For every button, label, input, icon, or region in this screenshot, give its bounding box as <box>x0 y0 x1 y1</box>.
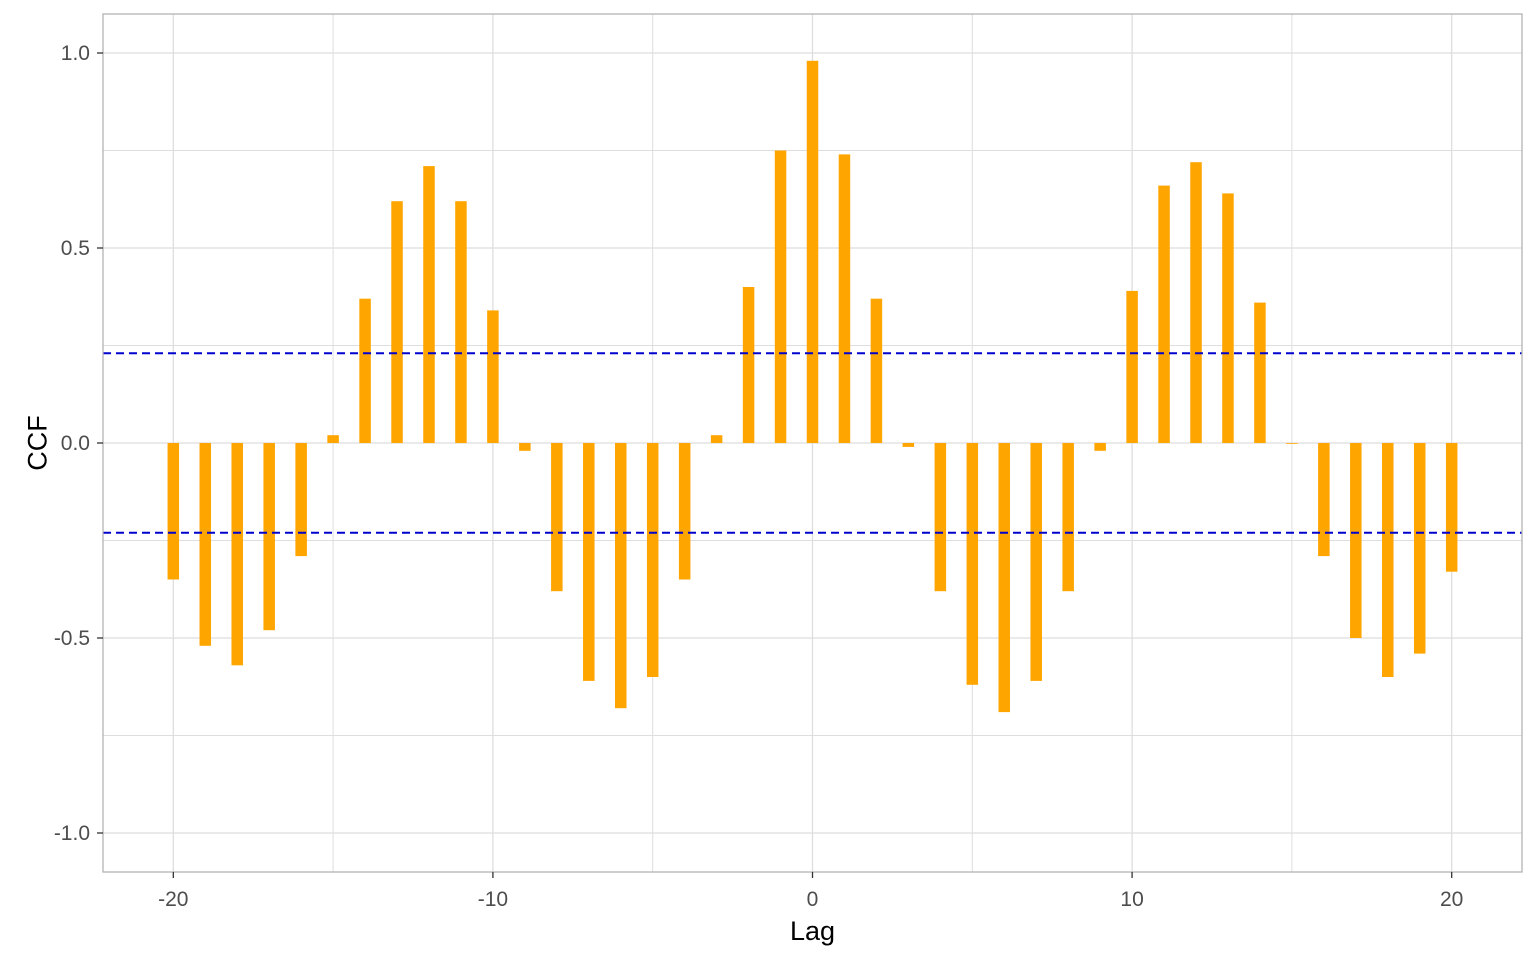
ccf-bar <box>583 443 595 681</box>
confidence-bounds <box>103 352 1522 534</box>
ccf-bar <box>1445 443 1458 572</box>
ccf-bar <box>646 443 659 677</box>
ccf-bar <box>231 443 243 666</box>
ccf-bar <box>551 443 563 592</box>
ccf-bar <box>519 443 531 451</box>
ccf-bar <box>167 443 180 580</box>
x-tick-label: 20 <box>1440 888 1463 911</box>
ccf-bar <box>838 154 851 443</box>
ccf-bar <box>423 166 435 443</box>
ccf-bar <box>1222 193 1234 443</box>
ccf-bars <box>167 60 1458 713</box>
ccf-bar <box>1318 443 1330 557</box>
ccf-bar <box>806 60 819 444</box>
ccf-bar <box>1190 162 1202 443</box>
ccf-bar <box>391 201 403 443</box>
x-axis-ticks: -20 -10 0 10 20 <box>158 872 1463 911</box>
ccf-bar <box>1030 443 1042 681</box>
ccf-bar <box>1062 443 1074 592</box>
ccf-bar <box>774 150 787 443</box>
y-tick-label: 0.5 <box>61 237 90 260</box>
ccf-bar <box>1413 443 1426 654</box>
ccf-bar <box>455 201 467 443</box>
y-axis-title: CCF <box>22 415 52 471</box>
ccf-bar <box>1350 443 1362 638</box>
x-tick-label: 10 <box>1120 888 1143 911</box>
ccf-bar <box>934 443 947 592</box>
ccf-bar <box>359 298 371 443</box>
ccf-bar <box>1254 302 1266 443</box>
ccf-bar <box>1158 185 1170 443</box>
ccf-bar <box>614 443 627 709</box>
y-axis-ticks: -1.0 -0.5 0.0 0.5 1.0 <box>54 42 103 845</box>
ccf-bar <box>678 443 691 580</box>
x-tick-label: -10 <box>478 888 508 911</box>
ccf-bar <box>263 443 275 631</box>
ccf-bar <box>710 435 723 443</box>
y-tick-label: -0.5 <box>54 627 90 650</box>
x-axis-title: Lag <box>790 916 835 946</box>
x-tick-label: -20 <box>158 888 188 911</box>
ccf-bar <box>1094 443 1106 451</box>
x-tick-label: 0 <box>807 888 819 911</box>
y-tick-label: 0.0 <box>61 432 90 455</box>
ccf-bar <box>1382 443 1394 677</box>
ccf-bar <box>998 443 1011 713</box>
ccf-bar <box>1286 443 1298 444</box>
ccf-bar <box>966 443 979 685</box>
ccf-bar <box>902 443 915 447</box>
y-tick-label: -1.0 <box>54 822 90 845</box>
ccf-bar <box>870 298 883 443</box>
ccf-bar <box>199 443 212 646</box>
ccf-bar <box>295 443 307 557</box>
ccf-bar <box>487 310 499 443</box>
ccf-bar <box>742 287 755 443</box>
ccf-bar <box>1126 290 1138 443</box>
y-tick-label: 1.0 <box>61 42 90 65</box>
ccf-bar <box>327 435 339 443</box>
